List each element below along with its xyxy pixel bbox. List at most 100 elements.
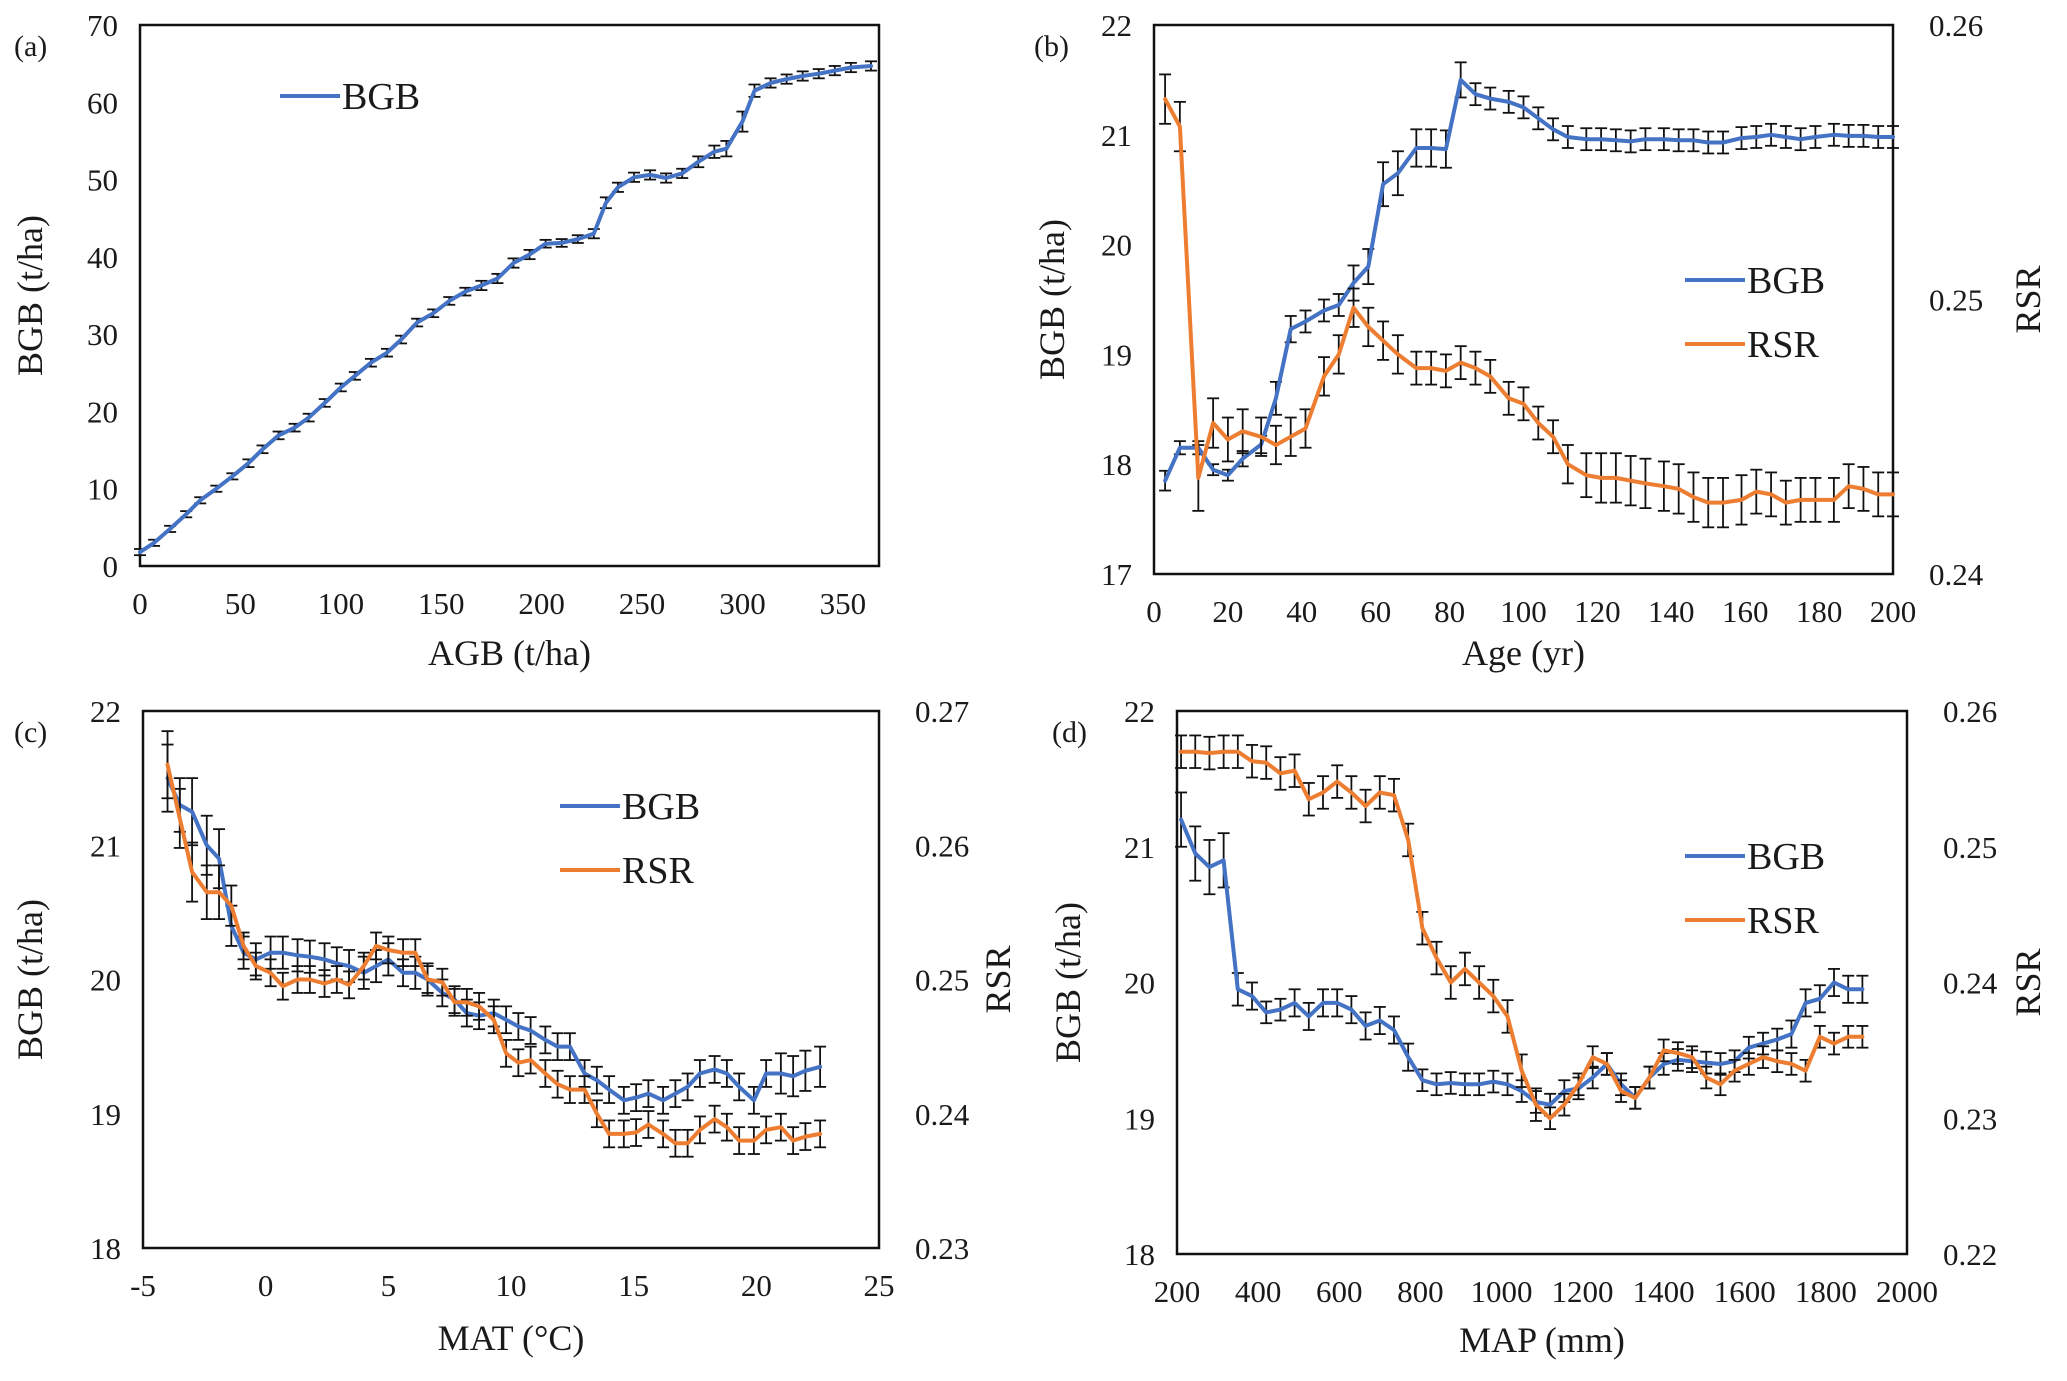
panel-label: (c)	[14, 716, 47, 749]
y-tick-label: 18	[1124, 1237, 1155, 1272]
x-tick-label: 100	[1500, 594, 1547, 629]
y-tick-label: 70	[87, 8, 118, 43]
x-tick-label: 160	[1722, 594, 1769, 629]
y-tick-label: 21	[1101, 118, 1132, 153]
y2-tick-label: 0.24	[1943, 966, 1998, 1001]
plot-frame	[141, 709, 881, 1250]
y2-tick-label: 0.25	[1929, 283, 1983, 318]
x-tick-label: 600	[1316, 1274, 1363, 1309]
y-tick-label: 20	[90, 963, 121, 998]
x-tick-label: 180	[1796, 594, 1843, 629]
y2-tick-label: 0.27	[915, 694, 969, 729]
x-tick-label: 200	[518, 586, 565, 621]
legend: BGB RSR	[1685, 260, 1825, 366]
series-rsr	[161, 730, 827, 1158]
panel-d: (d) 200 400 600 800 1000 1200 1400 1600 1800 2000 1…	[1048, 694, 2048, 1360]
y-axis-title: BGB (t/ha)	[1048, 902, 1088, 1063]
series-line-rsr	[1163, 97, 1895, 505]
series-rsr	[1159, 73, 1899, 529]
legend: BGB	[280, 76, 420, 118]
panel-label: (b)	[1034, 30, 1069, 63]
plot-frame	[138, 23, 881, 568]
y-tick-label: 10	[87, 472, 118, 507]
y2-axis-title: RSR	[2008, 265, 2048, 333]
x-tick-label: 25	[864, 1268, 895, 1303]
plot-frame	[1152, 23, 1895, 576]
x-tick-label: 2000	[1876, 1274, 1938, 1309]
x-tick-label: 300	[719, 586, 766, 621]
x-axis-title: MAP (mm)	[1459, 1320, 1625, 1360]
x-tick-label: 120	[1574, 594, 1621, 629]
y-axis-title: BGB (t/ha)	[10, 215, 50, 376]
series-line-bgb	[165, 776, 823, 1103]
y-tick-label: 20	[1101, 228, 1132, 263]
x-tick-label: -5	[130, 1268, 156, 1303]
x-tick-label: 1000	[1470, 1274, 1532, 1309]
y-tick-label: 18	[90, 1231, 121, 1266]
y2-tick-label: 0.26	[1929, 8, 1983, 43]
x-tick-label: 50	[225, 586, 256, 621]
y2-axis-title: RSR	[2008, 948, 2048, 1016]
x-tick-label: 10	[496, 1268, 527, 1303]
x-tick-label: 0	[132, 586, 148, 621]
y2-tick-label: 0.26	[915, 828, 969, 863]
y2-tick-label: 0.25	[915, 963, 969, 998]
y2-tick-label: 0.23	[915, 1231, 969, 1266]
x-tick-label: 0	[1146, 594, 1162, 629]
legend-label: RSR	[1747, 900, 1819, 942]
y-tick-label: 21	[90, 828, 121, 863]
y2-tick-label: 0.24	[915, 1097, 970, 1132]
legend-label: BGB	[1747, 836, 1825, 878]
legend-label: RSR	[1747, 324, 1819, 366]
y-tick-label: 20	[87, 394, 118, 429]
y-tick-label: 60	[87, 85, 118, 120]
x-tick-label: 140	[1648, 594, 1695, 629]
y-tick-label: 40	[87, 240, 118, 275]
legend-label: BGB	[1747, 260, 1825, 302]
x-tick-label: 400	[1235, 1274, 1282, 1309]
y2-tick-label: 0.24	[1929, 557, 1984, 592]
x-tick-label: 1600	[1714, 1274, 1776, 1309]
legend-label: RSR	[622, 850, 694, 892]
series-line-rsr	[1179, 749, 1865, 1121]
x-tick-label: 200	[1154, 1274, 1201, 1309]
y2-tick-label: 0.22	[1943, 1237, 1997, 1272]
legend: BGB RSR	[1685, 836, 1825, 942]
y-axis-title: BGB (t/ha)	[1032, 219, 1072, 380]
legend: BGB RSR	[560, 786, 700, 892]
x-tick-label: 80	[1434, 594, 1465, 629]
y-tick-label: 17	[1101, 557, 1132, 592]
x-axis-title: MAT (°C)	[438, 1318, 585, 1358]
x-tick-label: 20	[741, 1268, 772, 1303]
panel-a: (a) 0 50 100 150 200 250 300 350 0 10 20 30 40 50 60 70 A…	[10, 8, 881, 673]
x-tick-label: 350	[820, 586, 867, 621]
y2-axis-title: RSR	[978, 945, 1018, 1013]
x-tick-label: 1200	[1552, 1274, 1614, 1309]
y-tick-label: 22	[1101, 8, 1132, 43]
x-tick-label: 200	[1870, 594, 1917, 629]
legend-label: BGB	[622, 786, 700, 828]
x-tick-label: 800	[1397, 1274, 1444, 1309]
x-tick-label: 250	[619, 586, 666, 621]
x-tick-label: 60	[1360, 594, 1391, 629]
x-tick-label: 150	[418, 586, 465, 621]
y-tick-label: 21	[1124, 830, 1155, 865]
y-tick-label: 19	[90, 1097, 121, 1132]
y2-tick-label: 0.26	[1943, 694, 1997, 729]
x-tick-label: 1400	[1633, 1274, 1695, 1309]
series-line-bgb	[1179, 817, 1865, 1107]
series-line-rsr	[165, 762, 823, 1146]
panel-c: (c) -5 0 5 10 15 20 25 18 19 20 21 22 0.23 0.24 0.25 0.2…	[10, 694, 1018, 1358]
x-tick-label: 15	[618, 1268, 649, 1303]
y-tick-label: 20	[1124, 966, 1155, 1001]
x-tick-label: 1800	[1795, 1274, 1857, 1309]
panel-b: (b) 0 20 40 60 80 100 120 140 160 180 200 17 18 19 20 21…	[1032, 8, 2048, 673]
series-bgb	[161, 743, 827, 1115]
y2-tick-label: 0.25	[1943, 830, 1997, 865]
y2-tick-label: 0.23	[1943, 1101, 1997, 1136]
x-tick-label: 5	[381, 1268, 397, 1303]
panel-label: (a)	[14, 30, 47, 63]
y-tick-label: 22	[1124, 694, 1155, 729]
y-axis-title: BGB (t/ha)	[10, 899, 50, 1060]
